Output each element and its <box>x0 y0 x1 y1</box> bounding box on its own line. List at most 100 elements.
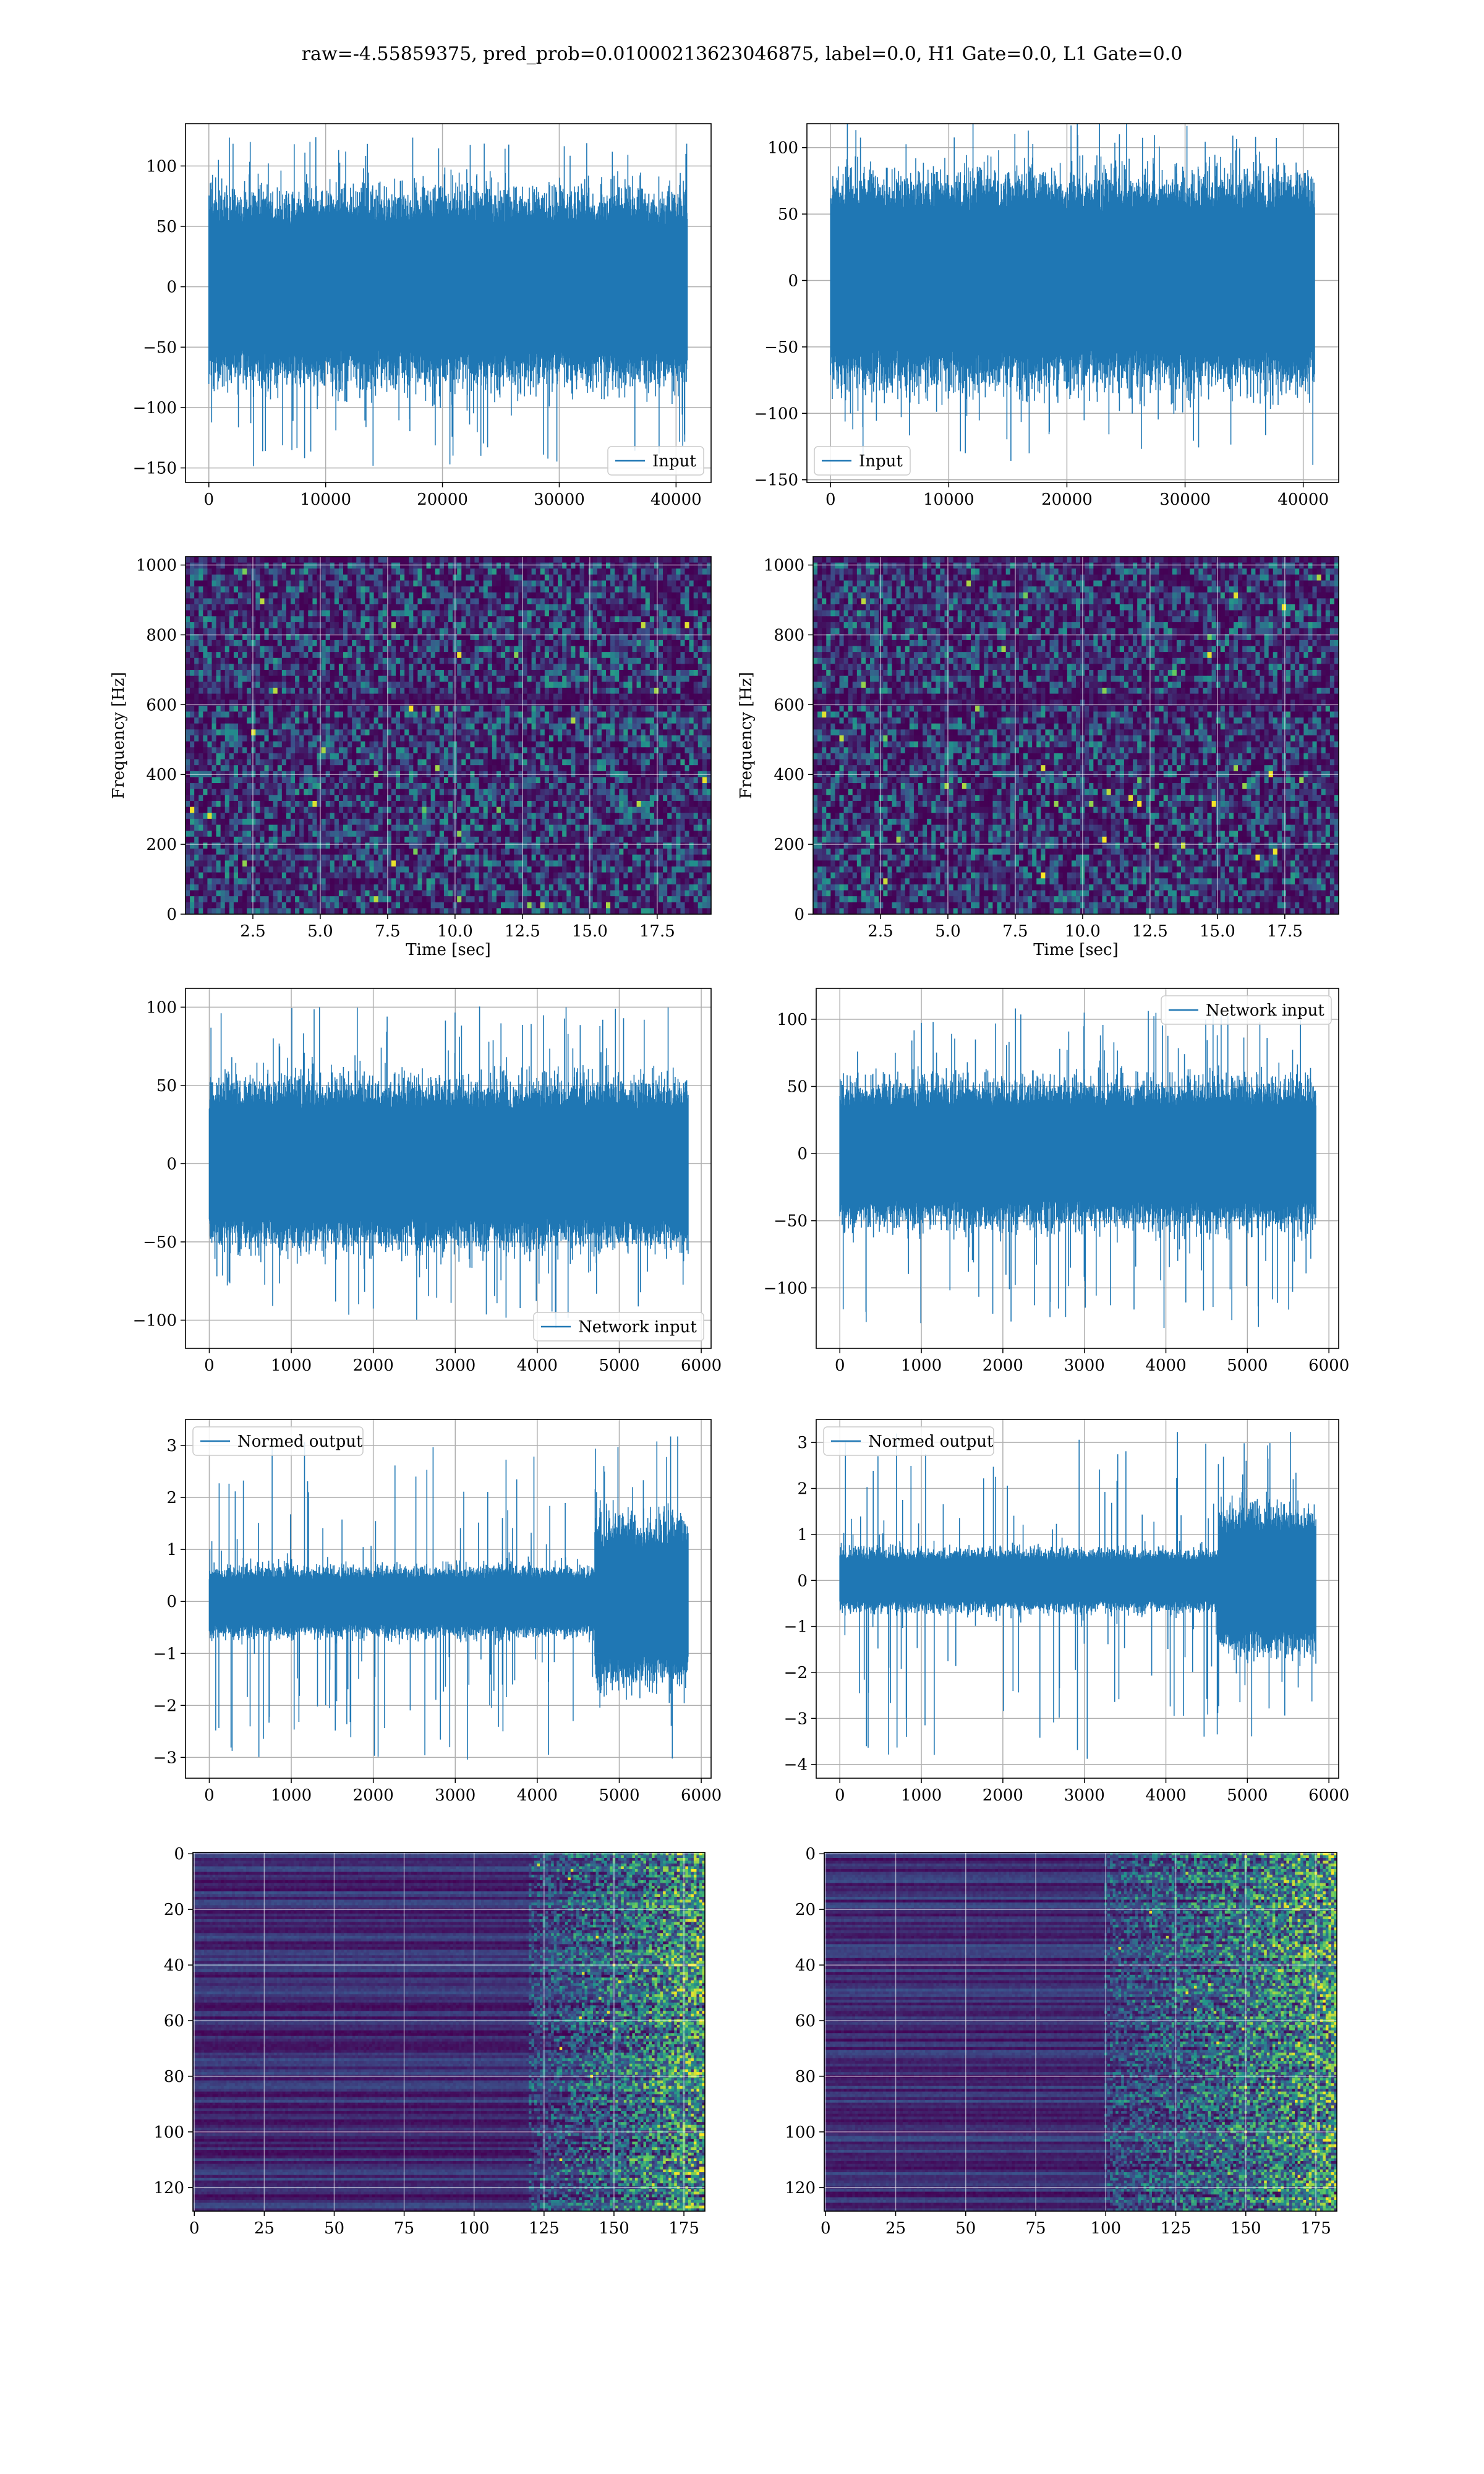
y-tick-label: −1 <box>153 1645 177 1663</box>
series-line <box>210 1006 688 1328</box>
x-tick-label: 3000 <box>435 1786 475 1805</box>
x-tick-label: 5000 <box>599 1356 639 1375</box>
y-tick-label: −50 <box>143 338 177 357</box>
legend-label: Network input <box>1206 1001 1324 1020</box>
y-tick-label: −50 <box>764 338 798 357</box>
plot-area <box>824 1852 1337 2212</box>
x-tick-label: 20000 <box>1041 490 1093 509</box>
legend-label: Normed output <box>868 1432 994 1451</box>
y-tick-label: 100 <box>146 157 177 176</box>
y-tick-label: 50 <box>156 1077 177 1095</box>
y-tick-label: 120 <box>785 2179 816 2198</box>
y-tick-label: 1000 <box>764 557 804 575</box>
x-tick-label: 0 <box>204 490 215 509</box>
x-tick-label: 10000 <box>923 490 974 509</box>
x-tick-label: 0 <box>821 2219 831 2238</box>
y-tick-label: −4 <box>784 1756 808 1774</box>
y-tick-label: −3 <box>784 1710 808 1728</box>
x-tick-label: 5000 <box>1227 1786 1268 1805</box>
x-axis-label: Time [sec] <box>1033 941 1119 959</box>
x-tick-label: 15.0 <box>1200 922 1235 941</box>
y-tick-label: 0 <box>166 1593 177 1611</box>
y-tick-label: 80 <box>164 2068 184 2086</box>
x-tick-label: 2000 <box>353 1356 394 1375</box>
y-tick-label: 20 <box>164 1901 184 1919</box>
x-tick-label: 6000 <box>681 1356 722 1375</box>
y-tick-label: 100 <box>153 2123 184 2142</box>
y-axis-label: Frequency [Hz] <box>109 672 128 799</box>
y-tick-label: 400 <box>774 766 804 784</box>
legend: Input <box>814 447 910 475</box>
legend: Normed output <box>824 1427 994 1455</box>
y-tick-label: −2 <box>153 1697 177 1715</box>
x-tick-label: 100 <box>1090 2219 1121 2238</box>
x-tick-label: 0 <box>204 1786 215 1805</box>
x-tick-label: 7.5 <box>375 922 400 941</box>
x-tick-label: 0 <box>835 1786 845 1805</box>
legend-label: Input <box>652 452 696 471</box>
x-tick-label: 5000 <box>1227 1356 1268 1375</box>
x-tick-label: 10000 <box>300 490 351 509</box>
y-tick-label: 40 <box>795 1956 816 1975</box>
y-tick-label: 800 <box>146 626 177 644</box>
x-tick-label: 6000 <box>1308 1356 1349 1375</box>
legend: Network input <box>534 1312 704 1341</box>
x-tick-label: 75 <box>394 2219 414 2238</box>
x-tick-label: 4000 <box>1145 1356 1186 1375</box>
y-axis-label: Frequency [Hz] <box>737 672 756 799</box>
plot-area <box>193 1852 706 2212</box>
x-tick-label: 7.5 <box>1002 922 1028 941</box>
y-tick-label: 50 <box>787 1078 808 1097</box>
x-tick-label: 1000 <box>901 1356 942 1375</box>
plot-area <box>816 1419 1339 1778</box>
x-tick-label: 40000 <box>1277 490 1329 509</box>
x-tick-label: 4000 <box>517 1356 558 1375</box>
x-tick-label: 125 <box>1161 2219 1192 2238</box>
x-tick-label: 12.5 <box>505 922 540 941</box>
x-tick-label: 4000 <box>517 1786 558 1805</box>
y-tick-label: −50 <box>774 1212 808 1231</box>
y-tick-label: 0 <box>166 905 177 924</box>
y-tick-label: −150 <box>133 460 177 478</box>
series-line <box>210 1437 688 1760</box>
x-tick-label: 4000 <box>1145 1786 1186 1805</box>
x-tick-label: 125 <box>529 2219 560 2238</box>
x-tick-label: 0 <box>189 2219 200 2238</box>
x-tick-label: 5.0 <box>935 922 960 941</box>
plot-area <box>816 988 1339 1348</box>
y-tick-label: 100 <box>785 2123 816 2142</box>
y-tick-label: 0 <box>794 905 804 924</box>
y-tick-label: 100 <box>146 998 177 1017</box>
x-tick-label: 3000 <box>1064 1356 1105 1375</box>
y-tick-label: 2 <box>797 1480 808 1499</box>
x-tick-label: 50 <box>324 2219 344 2238</box>
y-tick-label: −50 <box>143 1233 177 1252</box>
plot-area <box>813 557 1339 915</box>
x-tick-label: 2000 <box>983 1786 1023 1805</box>
x-tick-label: 17.5 <box>1267 922 1303 941</box>
x-tick-label: 1000 <box>271 1356 312 1375</box>
x-tick-label: 1000 <box>901 1786 942 1805</box>
y-tick-label: 120 <box>153 2179 184 2198</box>
y-tick-label: 400 <box>146 766 177 784</box>
y-tick-label: 200 <box>146 836 177 854</box>
x-tick-label: 150 <box>1230 2219 1261 2238</box>
x-tick-label: 75 <box>1025 2219 1046 2238</box>
x-tick-label: 10.0 <box>437 922 473 941</box>
y-tick-label: 50 <box>156 218 177 236</box>
x-tick-label: 0 <box>825 490 836 509</box>
y-tick-label: 0 <box>805 1845 816 1864</box>
y-tick-label: −150 <box>754 471 798 490</box>
legend-label: Normed output <box>237 1432 363 1451</box>
y-tick-label: 2 <box>166 1489 177 1507</box>
y-tick-label: 600 <box>774 696 804 714</box>
x-tick-label: 30000 <box>534 490 585 509</box>
x-tick-label: 12.5 <box>1132 922 1168 941</box>
series-line <box>209 137 688 466</box>
